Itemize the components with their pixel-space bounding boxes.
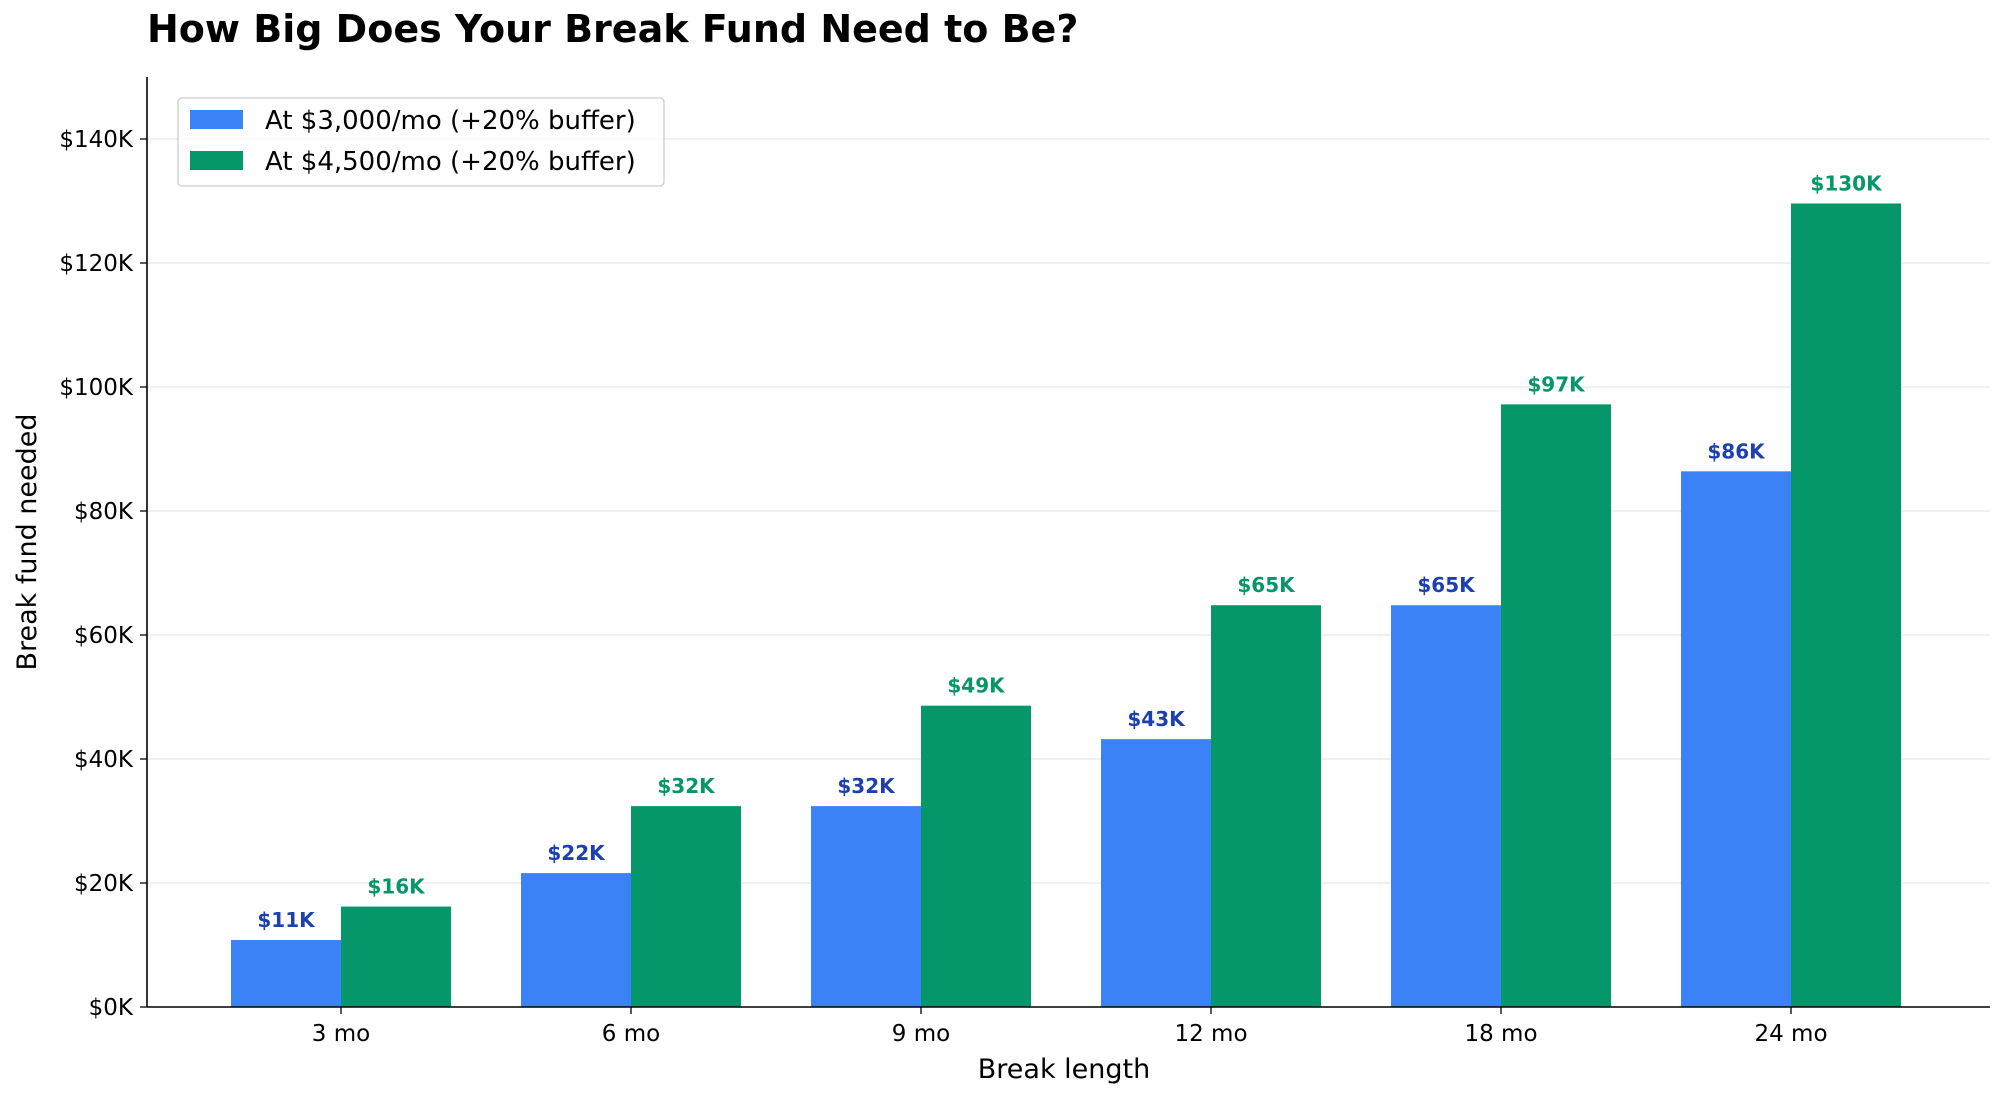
y-tick-label: $0K [89,995,134,1021]
legend-frame [177,97,665,187]
x-tick-label: 6 mo [602,1021,660,1047]
bar-series-2-24-mo [1791,203,1901,1008]
y-tick-label: $20K [74,871,134,897]
bar-series-2-18-mo [1501,404,1611,1007]
data-label-series-2: $16K [367,875,426,899]
bar-series-1-12-mo [1101,739,1211,1007]
bar-series-2-3-mo [341,906,451,1007]
data-label-series-2: $97K [1527,372,1586,396]
y-tick-label: $40K [74,747,134,773]
legend-swatch-series-1 [190,110,243,129]
bar-series-1-18-mo [1391,605,1501,1007]
data-labels: $11K $16K $22K $32K $32K $49K $43K $65K $65K $97K… [257,171,1883,932]
bar-series-2-9-mo [921,705,1031,1007]
data-label-series-2: $130K [1810,171,1883,195]
data-label-series-2: $49K [947,674,1006,698]
y-tick-label: $100K [59,375,134,401]
y-tick-label: $140K [59,127,134,153]
axes [146,77,1990,1008]
bar-series-1-3-mo [231,940,341,1007]
x-tick-label: 12 mo [1174,1021,1247,1047]
data-label-series-2: $65K [1237,573,1296,597]
legend: At $3,000/mo (+20% buffer) At $4,500/mo … [177,97,665,187]
y-axis-ticks: $0K $20K $40K $60K $80K $100K $120K $140K [59,127,147,1021]
y-tick-label: $80K [74,499,134,525]
data-label-series-1: $43K [1127,707,1186,731]
y-tick-label: $60K [74,623,134,649]
y-axis-label: Break fund needed [12,413,43,670]
bar-series-2-6-mo [631,806,741,1007]
legend-label-series-2: At $4,500/mo (+20% buffer) [265,147,636,177]
legend-label-series-1: At $3,000/mo (+20% buffer) [265,106,636,136]
data-label-series-1: $22K [547,841,606,865]
x-tick-label: 3 mo [312,1021,370,1047]
bar-series-2-12-mo [1211,605,1321,1007]
legend-swatch-series-2 [190,151,243,170]
x-axis-label: Break length [978,1054,1150,1085]
bar-series-1-24-mo [1681,471,1791,1007]
data-label-series-1: $86K [1707,439,1766,463]
x-tick-label: 24 mo [1754,1021,1827,1047]
chart-title: How Big Does Your Break Fund Need to Be? [147,7,1078,51]
x-tick-label: 9 mo [892,1021,950,1047]
y-tick-label: $120K [59,251,134,277]
x-axis-ticks: 3 mo 6 mo 9 mo 12 mo 18 mo 24 mo [312,1007,1828,1047]
data-label-series-2: $32K [657,774,716,798]
bar-series-1-6-mo [521,873,631,1007]
x-tick-label: 18 mo [1464,1021,1537,1047]
data-label-series-1: $32K [837,774,896,798]
data-label-series-1: $11K [257,908,316,932]
bar-series-1-9-mo [811,806,921,1007]
data-label-series-1: $65K [1417,573,1476,597]
bars [231,203,1901,1008]
